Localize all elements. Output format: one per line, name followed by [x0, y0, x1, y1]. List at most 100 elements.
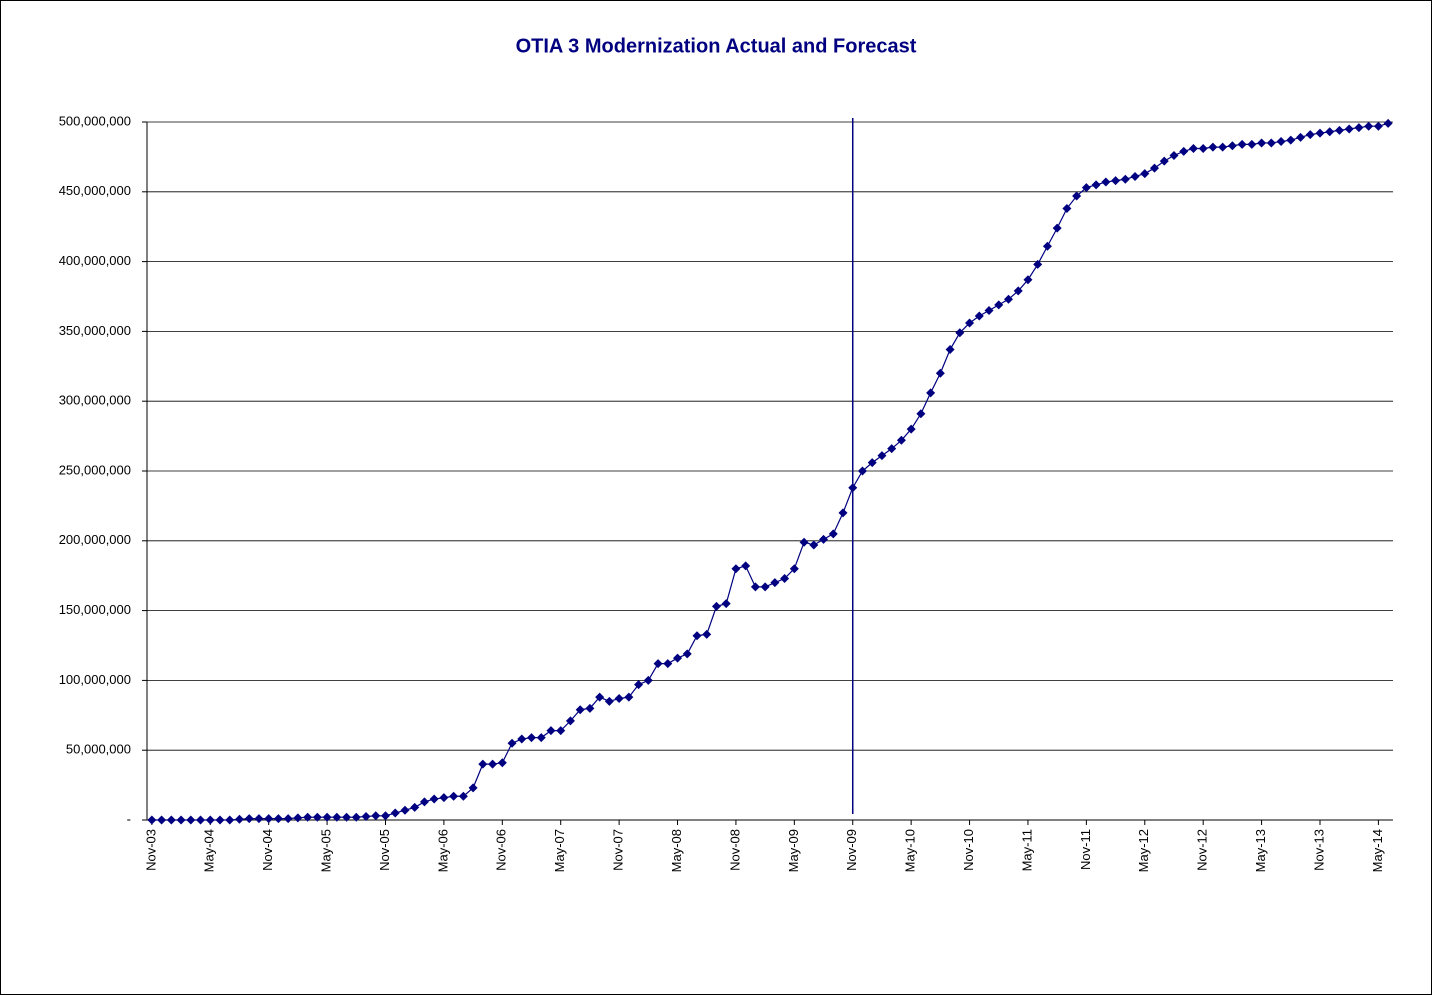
data-point	[799, 537, 809, 547]
data-point	[1013, 286, 1023, 296]
x-tick-label: Nov-07	[611, 829, 626, 871]
data-point	[322, 812, 332, 822]
data-point	[400, 805, 410, 815]
data-point	[1188, 144, 1198, 154]
data-point	[1315, 128, 1325, 138]
data-point	[838, 508, 848, 518]
x-tick-label: May-11	[1019, 829, 1034, 871]
data-point	[1169, 151, 1179, 161]
data-point	[857, 466, 867, 476]
data-point	[244, 814, 254, 824]
data-point	[1354, 123, 1364, 133]
data-point	[1042, 241, 1052, 251]
y-tick-label: 350,000,000	[59, 323, 131, 338]
data-point	[1266, 138, 1276, 148]
y-tick-label: 300,000,000	[59, 393, 131, 408]
data-point	[186, 815, 196, 825]
data-point	[906, 424, 916, 434]
data-point	[1023, 275, 1033, 285]
data-point	[215, 815, 225, 825]
y-tick-label: 450,000,000	[59, 183, 131, 198]
data-point	[682, 649, 692, 659]
data-point	[1179, 146, 1189, 156]
data-point	[711, 601, 721, 611]
data-point	[663, 659, 673, 669]
data-point	[1159, 156, 1169, 166]
data-point	[692, 631, 702, 641]
data-point	[750, 582, 760, 592]
data-point	[926, 388, 936, 398]
data-point	[565, 716, 575, 726]
data-point	[1198, 144, 1208, 154]
data-point	[916, 409, 926, 419]
data-point	[731, 564, 741, 574]
data-point	[1130, 171, 1140, 181]
data-point	[157, 815, 167, 825]
data-point	[1286, 135, 1296, 145]
data-point	[809, 540, 819, 550]
data-point	[935, 368, 945, 378]
data-point	[361, 812, 371, 822]
data-point	[624, 692, 634, 702]
data-point	[312, 812, 322, 822]
data-point	[1140, 169, 1150, 179]
data-point	[458, 791, 468, 801]
data-point	[614, 694, 624, 704]
data-point	[955, 328, 965, 338]
y-tick-label: 500,000,000	[59, 113, 131, 128]
data-point	[1276, 137, 1286, 147]
data-point	[527, 733, 537, 743]
data-point	[1091, 180, 1101, 190]
x-tick-label: May-14	[1370, 829, 1385, 872]
data-point	[1150, 163, 1160, 173]
x-tick-label: May-04	[202, 829, 217, 872]
data-point	[994, 300, 1004, 310]
data-point	[234, 814, 244, 824]
x-tick-label: Nov-13	[1311, 829, 1326, 871]
data-point	[770, 578, 780, 588]
data-point	[449, 791, 459, 801]
data-point	[419, 797, 429, 807]
data-point	[1111, 176, 1121, 186]
data-point	[176, 815, 186, 825]
y-tick-label: 50,000,000	[66, 742, 131, 757]
data-point	[604, 696, 614, 706]
data-point	[1101, 177, 1111, 187]
data-point	[1373, 121, 1383, 131]
chart-title: OTIA 3 Modernization Actual and Forecast	[516, 35, 917, 57]
data-point	[380, 811, 390, 821]
data-point	[1364, 121, 1374, 131]
data-point	[1003, 294, 1013, 304]
x-tick-label: Nov-06	[494, 829, 509, 871]
data-point	[848, 483, 858, 493]
data-point	[1305, 130, 1315, 140]
data-point	[780, 573, 790, 583]
data-point	[1237, 139, 1247, 149]
x-tick-label: May-10	[903, 829, 918, 872]
data-point	[877, 451, 887, 461]
data-point	[974, 311, 984, 321]
data-point	[1334, 125, 1344, 135]
data-point	[741, 561, 751, 571]
x-tick-label: May-12	[1136, 829, 1151, 872]
y-tick-label: 150,000,000	[59, 602, 131, 617]
data-point	[945, 345, 955, 355]
x-tick-label: Nov-12	[1195, 829, 1210, 871]
data-point	[166, 815, 176, 825]
data-point	[293, 813, 303, 823]
data-point	[575, 705, 585, 715]
data-point	[147, 815, 157, 825]
data-point	[1052, 223, 1062, 233]
data-point	[488, 759, 498, 769]
data-point	[1120, 174, 1130, 184]
data-point	[595, 692, 605, 702]
data-point	[1081, 183, 1091, 193]
data-point	[585, 703, 595, 713]
data-point	[225, 815, 235, 825]
data-point	[887, 444, 897, 454]
data-point	[497, 758, 507, 768]
data-point	[1325, 127, 1335, 137]
